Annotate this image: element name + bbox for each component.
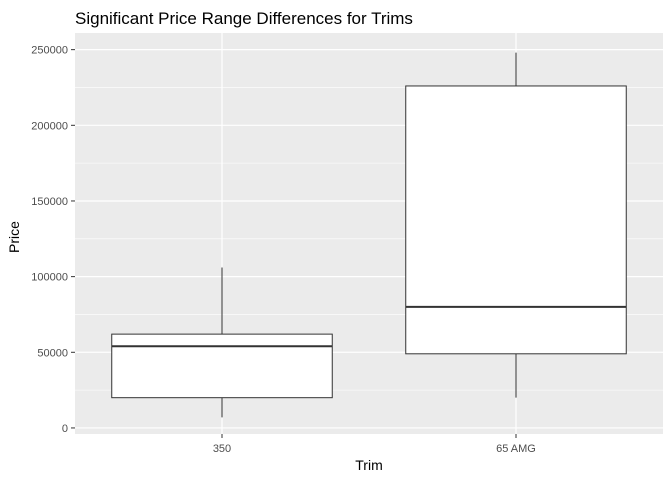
y-tick-label: 50000 [37,347,68,359]
y-tick-label: 100000 [31,272,68,284]
box-350 [111,267,333,418]
box-iqr [405,85,627,355]
box-iqr [111,333,333,399]
y-axis-title: Price [6,221,22,253]
y-tick-label: 0 [62,423,68,435]
y-tick-label: 150000 [31,196,68,208]
box-65-amg [405,52,627,398]
x-tick-label: 350 [213,443,231,455]
y-axis-ticks: 0 50000 100000 150000 200000 250000 [31,45,75,435]
x-tick-label: 65 AMG [496,443,536,455]
chart-title: Significant Price Range Differences for … [75,9,413,28]
boxes [111,52,627,418]
x-axis-title: Trim [355,457,382,473]
x-axis-ticks: 350 65 AMG [213,434,536,455]
y-tick-label: 250000 [31,45,68,57]
y-tick-label: 200000 [31,120,68,132]
